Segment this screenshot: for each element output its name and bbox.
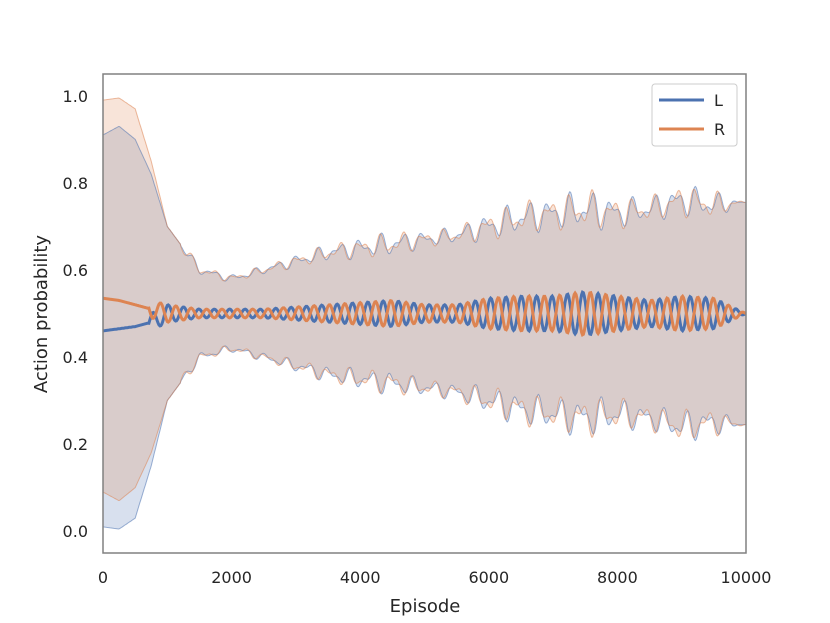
x-tick-label: 2000: [211, 568, 252, 587]
band-edge-upper-r: [102, 97, 746, 282]
x-tick-label: 8000: [597, 568, 638, 587]
legend-label-l: L: [714, 91, 723, 110]
x-tick-label: 6000: [468, 568, 509, 587]
plot-area: [102, 97, 747, 530]
band-l: [103, 126, 746, 529]
y-tick-label: 0.4: [63, 348, 88, 367]
y-axis-title: Action probability: [31, 235, 52, 393]
mean-line-r: [102, 290, 747, 337]
band-edge-lower-r: [102, 345, 746, 502]
mean-lines: [102, 290, 747, 337]
y-tick-label: 1.0: [63, 87, 88, 106]
y-tick-labels: 0.0 0.2 0.4 0.6 0.8 1.0: [63, 87, 88, 541]
y-tick-label: 0.0: [63, 522, 88, 541]
x-tick-label: 10000: [721, 568, 772, 587]
x-tick-label: 0: [98, 568, 108, 587]
y-tick-label: 0.8: [63, 174, 88, 193]
y-tick-label: 0.6: [63, 261, 88, 280]
legend: L R: [651, 83, 738, 147]
x-tick-label: 4000: [340, 568, 381, 587]
x-tick-labels: 0 2000 4000 6000 8000 10000: [98, 568, 772, 587]
x-axis-title: Episode: [390, 596, 461, 617]
band-edges: [102, 97, 747, 530]
confidence-bands: [103, 98, 746, 529]
band-r: [103, 98, 746, 501]
plot-frame: [102, 73, 747, 554]
legend-label-r: R: [714, 120, 725, 139]
y-tick-label: 0.2: [63, 435, 88, 454]
